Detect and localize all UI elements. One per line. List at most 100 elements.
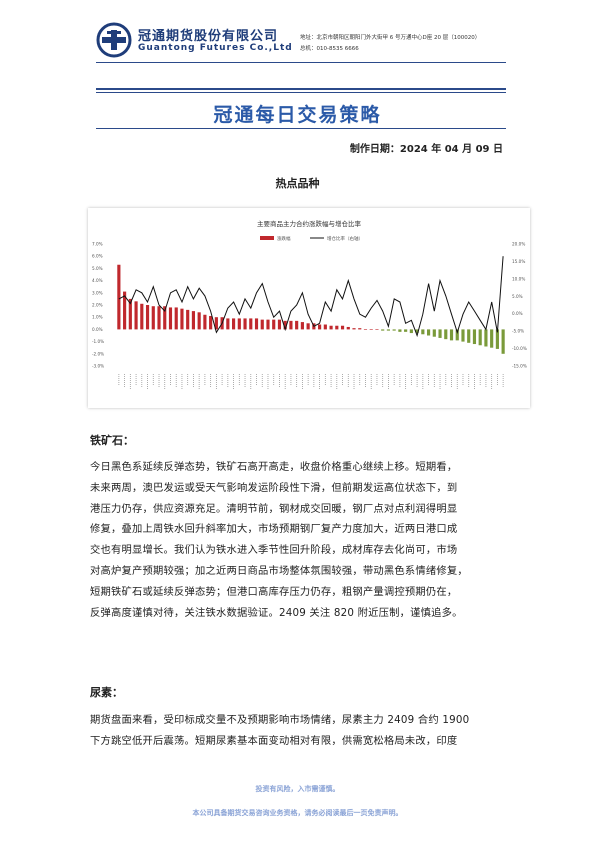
bar — [289, 320, 293, 330]
bar — [174, 307, 178, 330]
legend-label-line: 增仓比率（右轴） — [327, 235, 363, 242]
bar — [254, 318, 259, 330]
bar — [197, 312, 201, 330]
bar — [392, 329, 396, 331]
right-axis-tick-label: -5.0% — [512, 329, 524, 334]
urea-paragraph: 期货盘面来看，受印标成交量不及预期影响市场情绪，尿素主力 2409 合约 190… — [90, 710, 508, 752]
bar — [134, 301, 138, 330]
risk-warning: 投资有风险，入市需谨慎。 — [255, 785, 340, 793]
bar — [151, 306, 155, 330]
bar — [478, 329, 482, 346]
iron-ore-line: 反弹高度谨慎对待，关注铁水数据验证。2409 关注 820 附近压制，谨慎追多。 — [90, 606, 463, 619]
right-axis-tick-label: 20.0% — [512, 242, 525, 247]
company-name-en: Guantong Futures Co.,Ltd — [138, 43, 293, 53]
bar — [214, 317, 218, 330]
left-axis: 7.0% 6.0% 5.0% 4.0% 3.0% 2.0% 1.0% 0.0% -1.0% -2.… — [92, 242, 104, 369]
bar — [490, 329, 494, 348]
bar — [444, 329, 448, 340]
category-ticks — [118, 374, 504, 390]
bar — [145, 305, 150, 330]
bar — [283, 320, 287, 330]
iron-ore-line: 短期铁矿石或延续反弹态势；但港口高库存压力仍存，粗钢产量调控预期仍在， — [90, 585, 458, 598]
iron-ore-line: 港压力仍存，供应资源充足。清明节前，钢材成交回暖，钢厂点对点利润得明显 — [90, 502, 458, 515]
title-rule-top-thin — [96, 92, 506, 93]
left-axis-tick-label: -2.0% — [92, 351, 104, 356]
company-address: 地址：北京市朝阳区朝阳门外大街甲 6 号万通中心D座 20 层（100020） — [300, 35, 481, 41]
left-axis-tick-label: -3.0% — [92, 364, 104, 369]
bar — [180, 308, 184, 330]
left-axis-tick-label: 5.0% — [92, 266, 103, 271]
right-axis-tick-label: -15.0% — [512, 364, 527, 369]
bar — [237, 318, 241, 330]
bar — [231, 318, 236, 330]
bar — [432, 329, 436, 337]
bar — [168, 307, 173, 330]
bar — [421, 329, 425, 335]
left-axis-tick-label: 6.0% — [92, 254, 103, 259]
left-axis-tick-label: 4.0% — [92, 278, 103, 283]
bar — [495, 329, 499, 349]
bar — [501, 329, 505, 354]
bar — [386, 329, 391, 331]
bar — [157, 306, 161, 330]
urea-line: 下方跳空低开后震荡。短期尿素基本面变动相对有限，供需宽松格局未改，印度 — [90, 734, 458, 747]
bar — [472, 329, 477, 345]
bar — [249, 318, 253, 330]
company-name-cn: 冠通期货股份有限公司 — [138, 29, 279, 44]
bar — [449, 329, 454, 341]
left-axis-tick-label: 7.0% — [92, 242, 103, 247]
bar — [300, 322, 304, 330]
company-logo-icon — [96, 22, 132, 58]
production-date: 制作日期：2024 年 04 月 09 日 — [349, 144, 503, 155]
bar — [163, 306, 167, 330]
bar — [455, 329, 459, 341]
chart-title: 主要商品主力合约涨跌幅与增仓比率 — [257, 219, 362, 228]
bar — [329, 325, 333, 330]
commodity-chart: 主要商品主力合约涨跌幅与增仓比率 涨跌幅 增仓比率（右轴） 7.0% 6.0% 5.… — [88, 208, 530, 408]
bar — [272, 319, 276, 330]
header-divider — [96, 62, 506, 63]
chart-svg: 主要商品主力合约涨跌幅与增仓比率 涨跌幅 增仓比率（右轴） 7.0% 6.0% 5.… — [92, 219, 527, 390]
bar — [398, 329, 402, 332]
bar — [243, 318, 247, 330]
bar — [140, 303, 144, 330]
iron-ore-line: 交也有明显增长。我们认为铁水进入季节性回升阶段，成材库存去化尚可，市场 — [90, 544, 458, 557]
right-axis-tick-label: 5.0% — [512, 294, 523, 299]
section-title: 热点品种 — [275, 177, 320, 190]
bar — [369, 329, 373, 330]
left-axis-tick-label: -1.0% — [92, 339, 104, 344]
title-rule-bottom — [96, 128, 506, 129]
bar — [438, 329, 442, 338]
bar — [352, 328, 356, 330]
bar — [375, 329, 379, 330]
bar — [381, 329, 385, 331]
bar — [340, 325, 345, 330]
urea-heading: 尿素： — [90, 686, 123, 699]
bar — [409, 329, 413, 334]
bar — [128, 298, 132, 330]
right-axis-tick-label: -10.0% — [512, 346, 527, 351]
bar — [295, 320, 299, 330]
right-axis: 20.0% 15.0% 10.0% 5.0% 0.0% -5.0% -10.0% -15.0% — [512, 242, 527, 369]
left-axis-tick-label: 1.0% — [92, 315, 103, 320]
left-axis-tick-label: 0.0% — [92, 327, 103, 332]
bar-series — [117, 264, 505, 354]
disclaimer-note: 本公司具备期货交易咨询业务资格，请务必阅读最后一页免责声明。 — [192, 809, 403, 817]
bar — [209, 315, 213, 330]
bar — [461, 329, 465, 342]
bar — [363, 329, 368, 330]
iron-ore-line: 未来两周，澳巴发运或受天气影响发运阶段性下滑，但前期发运高位状态下，到 — [90, 481, 458, 494]
right-axis-tick-label: 10.0% — [512, 276, 525, 281]
title-rule-top — [96, 88, 506, 90]
bar — [266, 319, 270, 330]
bar — [260, 319, 264, 330]
iron-ore-paragraph: 今日黑色系延续反弹态势，铁矿石高开高走，收盘价格重心继续上移。短期看， 未来两周… — [90, 457, 508, 623]
left-axis-tick-label: 2.0% — [92, 303, 103, 308]
bar — [404, 329, 408, 332]
bar — [306, 323, 310, 330]
bar — [277, 319, 282, 330]
bar — [346, 326, 350, 330]
ratio-line-series — [118, 256, 504, 338]
bar — [415, 329, 419, 334]
bar — [323, 324, 327, 330]
